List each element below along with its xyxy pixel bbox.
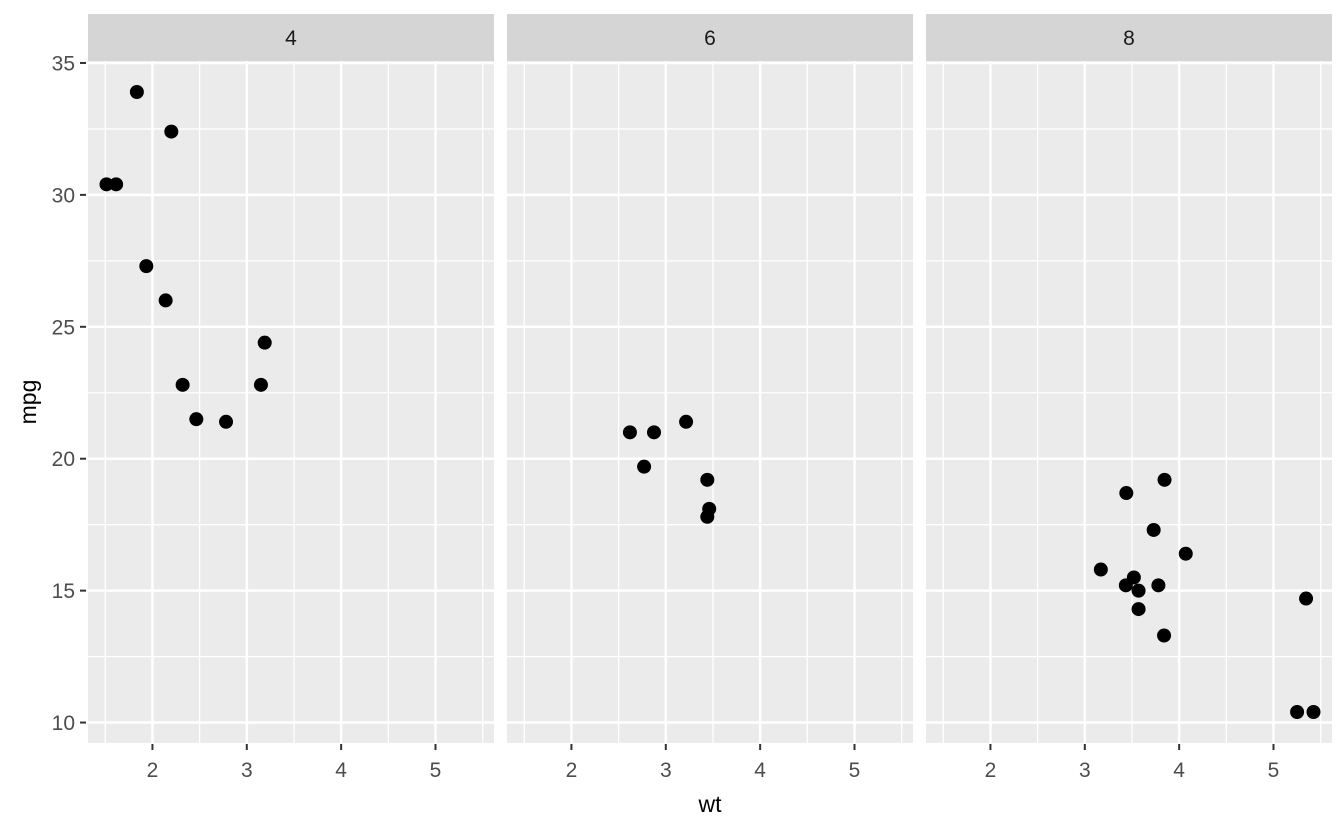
facet-strip bbox=[926, 14, 1332, 61]
facet-strip bbox=[507, 14, 913, 61]
x-tick-label: 2 bbox=[147, 759, 159, 782]
facet-strip bbox=[88, 14, 494, 61]
data-point bbox=[1299, 591, 1314, 606]
data-point bbox=[1093, 562, 1108, 577]
x-tick-label: 3 bbox=[660, 759, 672, 782]
facet-strip-label: 4 bbox=[285, 27, 297, 50]
data-point bbox=[109, 177, 124, 192]
data-point bbox=[647, 425, 662, 440]
facet-strip-label: 6 bbox=[704, 27, 716, 50]
data-point bbox=[164, 124, 179, 139]
y-axis-title: mpg bbox=[15, 380, 41, 425]
data-point bbox=[1306, 705, 1321, 719]
panel-background bbox=[88, 61, 494, 743]
y-tick-label: 30 bbox=[52, 184, 75, 207]
data-point bbox=[1118, 578, 1133, 593]
data-point bbox=[189, 412, 204, 427]
data-point bbox=[158, 293, 173, 308]
data-point bbox=[1131, 602, 1146, 617]
panel-background bbox=[507, 61, 913, 743]
x-tick-label: 5 bbox=[1268, 759, 1280, 782]
data-point bbox=[129, 85, 144, 99]
data-point bbox=[1157, 628, 1172, 643]
x-tick-label: 4 bbox=[335, 759, 347, 782]
data-point bbox=[1290, 705, 1305, 719]
x-tick-label: 2 bbox=[566, 759, 578, 782]
y-tick-label: 25 bbox=[52, 316, 75, 339]
data-point bbox=[679, 414, 694, 429]
data-point bbox=[1151, 578, 1166, 593]
panel-background bbox=[926, 61, 1332, 743]
data-point bbox=[253, 377, 268, 392]
x-axis-title: wt bbox=[698, 791, 723, 817]
data-point bbox=[219, 414, 234, 429]
x-tick-label: 2 bbox=[985, 759, 997, 782]
data-point bbox=[1157, 472, 1172, 487]
y-tick-label: 10 bbox=[52, 712, 75, 735]
data-point bbox=[637, 459, 652, 474]
x-tick-label: 4 bbox=[1173, 759, 1185, 782]
data-point bbox=[700, 472, 715, 487]
x-tick-label: 4 bbox=[754, 759, 766, 782]
x-tick-label: 5 bbox=[430, 759, 442, 782]
data-point bbox=[257, 335, 272, 350]
x-tick-label: 3 bbox=[241, 759, 253, 782]
y-tick-label: 15 bbox=[52, 580, 75, 603]
data-point bbox=[1178, 546, 1193, 561]
x-tick-label: 5 bbox=[849, 759, 861, 782]
x-tick-label: 3 bbox=[1079, 759, 1091, 782]
y-tick-label: 35 bbox=[52, 52, 75, 75]
data-point bbox=[1146, 522, 1161, 537]
data-point bbox=[139, 259, 154, 274]
data-point bbox=[1131, 583, 1146, 598]
data-point bbox=[622, 425, 637, 440]
data-point bbox=[1119, 486, 1134, 501]
panels-group: 4 2 3 4 5 6 2 3 4 5 8 2 3 4 5 10 15 20 25 30 35 bbox=[52, 14, 1332, 782]
data-point bbox=[175, 377, 190, 392]
facet-strip-label: 8 bbox=[1123, 27, 1135, 50]
data-point bbox=[700, 509, 715, 524]
y-tick-label: 20 bbox=[52, 448, 75, 471]
data-point bbox=[99, 177, 114, 192]
